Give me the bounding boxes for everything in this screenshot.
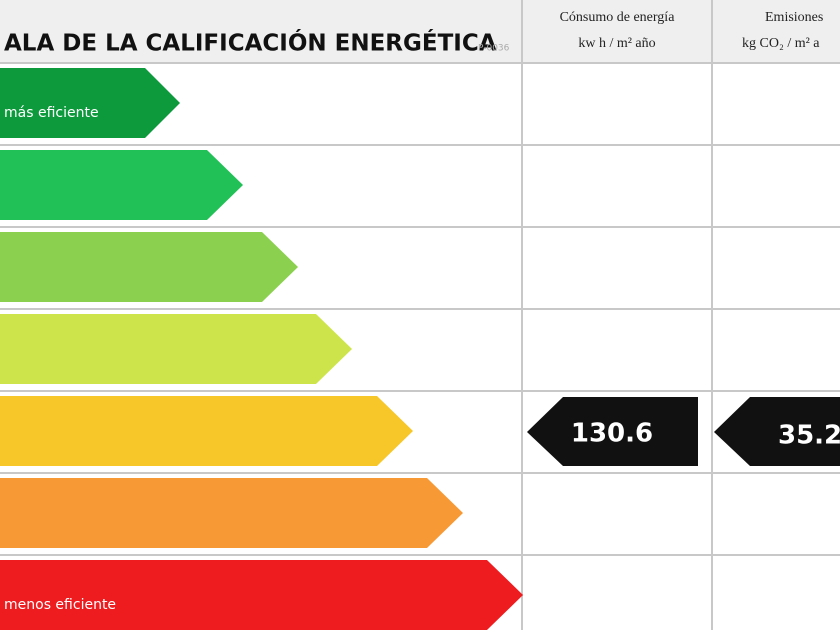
header-bg [0, 0, 840, 62]
rating-arrow [0, 150, 243, 220]
bottom-label: menos eficiente [4, 597, 116, 613]
column-unit: kw h / m² año [578, 36, 655, 51]
column-heading: Emisiones [765, 10, 823, 25]
column-heading: Cónsumo de energía [560, 10, 676, 25]
column-unit: kg CO₂ / m² a [742, 36, 820, 51]
title: ALA DE LA CALIFICACIÓN ENERGÉTICA [4, 29, 497, 57]
rating-arrow [0, 560, 523, 630]
rating-indicator [527, 397, 698, 466]
emissions-value: 35.2 [778, 421, 840, 451]
rating-arrow [0, 396, 413, 466]
rating-indicator [714, 397, 840, 466]
rating-arrow [0, 478, 463, 548]
rating-arrow [0, 68, 180, 138]
top-label: más eficiente [4, 105, 99, 121]
code: P-0036 [478, 44, 510, 54]
energy-value: 130.6 [571, 419, 653, 449]
rating-arrow [0, 232, 298, 302]
rating-arrow [0, 314, 352, 384]
